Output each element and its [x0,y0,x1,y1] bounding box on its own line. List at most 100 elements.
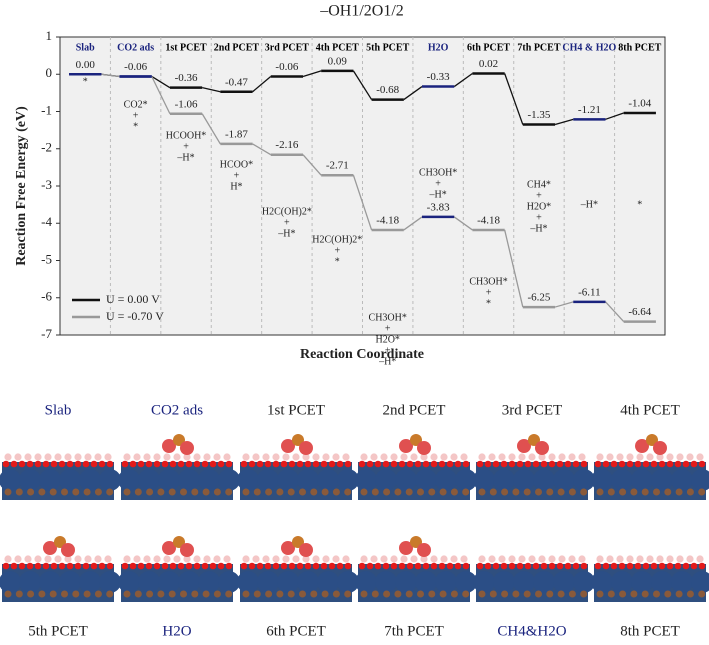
adsorbate-c [528,434,540,446]
atom-oxygen [492,460,500,468]
atom-large [631,571,653,593]
atom-hydrogen [498,453,506,461]
atom-small [213,488,221,496]
atom-large [257,469,279,491]
atom-oxygen [18,460,26,468]
atom-hydrogen [252,555,260,563]
atom-large [99,469,121,491]
atom-large [99,571,121,593]
atom-small [619,590,627,598]
atom-small [27,590,35,598]
species-label: + [385,345,391,356]
species-label: + [486,287,492,298]
connector [302,154,322,176]
atom-large [297,571,319,593]
atom-oxygen [500,460,508,468]
atom-small [344,488,352,496]
atom-hydrogen [123,453,131,461]
species-label: CH3OH* [419,167,457,178]
atom-large [178,571,200,593]
atom-oxygen [312,460,320,468]
atom-oxygen [634,460,642,468]
atom-hydrogen [312,453,320,461]
atom-hydrogen [696,555,704,563]
atom-small [157,488,165,496]
atom-oxygen [564,460,572,468]
atom-small [180,488,187,496]
atom-hydrogen [54,453,62,461]
atom-small [213,590,221,598]
atom-hydrogen [342,555,350,563]
atom-oxygen [548,562,556,570]
atom-hydrogen [568,555,576,563]
atom-oxygen [594,562,602,570]
atom-hydrogen [24,555,32,563]
atom-oxygen [240,562,248,570]
species-label: * [335,256,340,267]
structure-label: 2nd PCET [383,402,446,418]
connector [101,73,120,78]
atom-oxygen [414,562,422,570]
structure-label: CO2 ads [151,402,203,418]
atom-small [242,590,250,598]
atom-large [591,469,613,491]
species-label: –H* [429,189,447,200]
atom-small [94,488,102,496]
atom-oxygen [153,460,161,468]
atom-oxygen [304,562,312,570]
atom-small [607,488,615,496]
atom-hydrogen [183,453,191,461]
atom-large [317,469,339,491]
atom-hydrogen [74,453,82,461]
y-tick-label: 1 [46,28,53,43]
atom-hydrogen [203,453,211,461]
atom-large [277,469,299,491]
atom-small [157,590,165,598]
connector [605,112,624,120]
atom-oxygen [508,562,516,570]
atom-hydrogen [666,555,674,563]
atom-large [19,469,41,491]
atom-hydrogen [430,555,438,563]
value-label: 0.02 [479,58,498,70]
atom-oxygen [328,562,336,570]
atom-oxygen [240,460,248,468]
atom-oxygen [193,562,201,570]
atom-oxygen [248,562,256,570]
adsorbate-c [410,536,422,548]
atom-large [19,571,41,593]
atom-large [533,571,555,593]
atom-oxygen [462,460,470,468]
atom-small [287,590,295,598]
atom-hydrogen [656,555,664,563]
atom-oxygen [34,460,42,468]
atom-oxygen [634,562,642,570]
structure-label: 3rd PCET [502,402,562,418]
atom-small [134,488,142,496]
atom-small [49,488,57,496]
value-label: -4.18 [477,214,500,226]
atom-hydrogen [478,555,486,563]
category-label: 6th PCET [467,42,510,53]
x-axis-label: Reaction Coordinate [300,347,424,362]
atom-oxygen [358,460,366,468]
structure-label: 1st PCET [267,402,325,418]
atom-small [394,488,402,496]
atom-small [371,590,379,598]
atom-oxygen [288,460,296,468]
species-label: + [536,190,542,201]
atom-hydrogen [44,555,52,563]
atom-small [546,590,554,598]
atom-large [553,469,575,491]
atom-oxygen [177,562,185,570]
atom-small [72,488,80,496]
atom-small [641,488,649,496]
connector [554,118,574,126]
atom-hydrogen [360,555,368,563]
atom-hydrogen [104,453,112,461]
atom-hydrogen [538,555,546,563]
atom-hydrogen [342,453,350,461]
atom-hydrogen [626,555,634,563]
atom-hydrogen [242,555,250,563]
atom-hydrogen [636,453,644,461]
